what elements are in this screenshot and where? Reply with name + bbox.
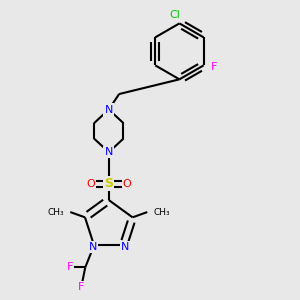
Text: N: N: [88, 242, 97, 252]
Text: F: F: [67, 262, 73, 272]
Text: F: F: [211, 62, 217, 72]
Text: O: O: [86, 179, 95, 189]
Text: O: O: [123, 179, 131, 189]
Text: N: N: [105, 104, 113, 115]
Text: CH₃: CH₃: [48, 208, 64, 217]
Text: N: N: [105, 147, 113, 157]
Text: F: F: [78, 282, 84, 292]
Text: S: S: [104, 177, 113, 190]
Text: CH₃: CH₃: [153, 208, 170, 217]
Text: Cl: Cl: [169, 10, 181, 20]
Text: N: N: [121, 242, 129, 252]
